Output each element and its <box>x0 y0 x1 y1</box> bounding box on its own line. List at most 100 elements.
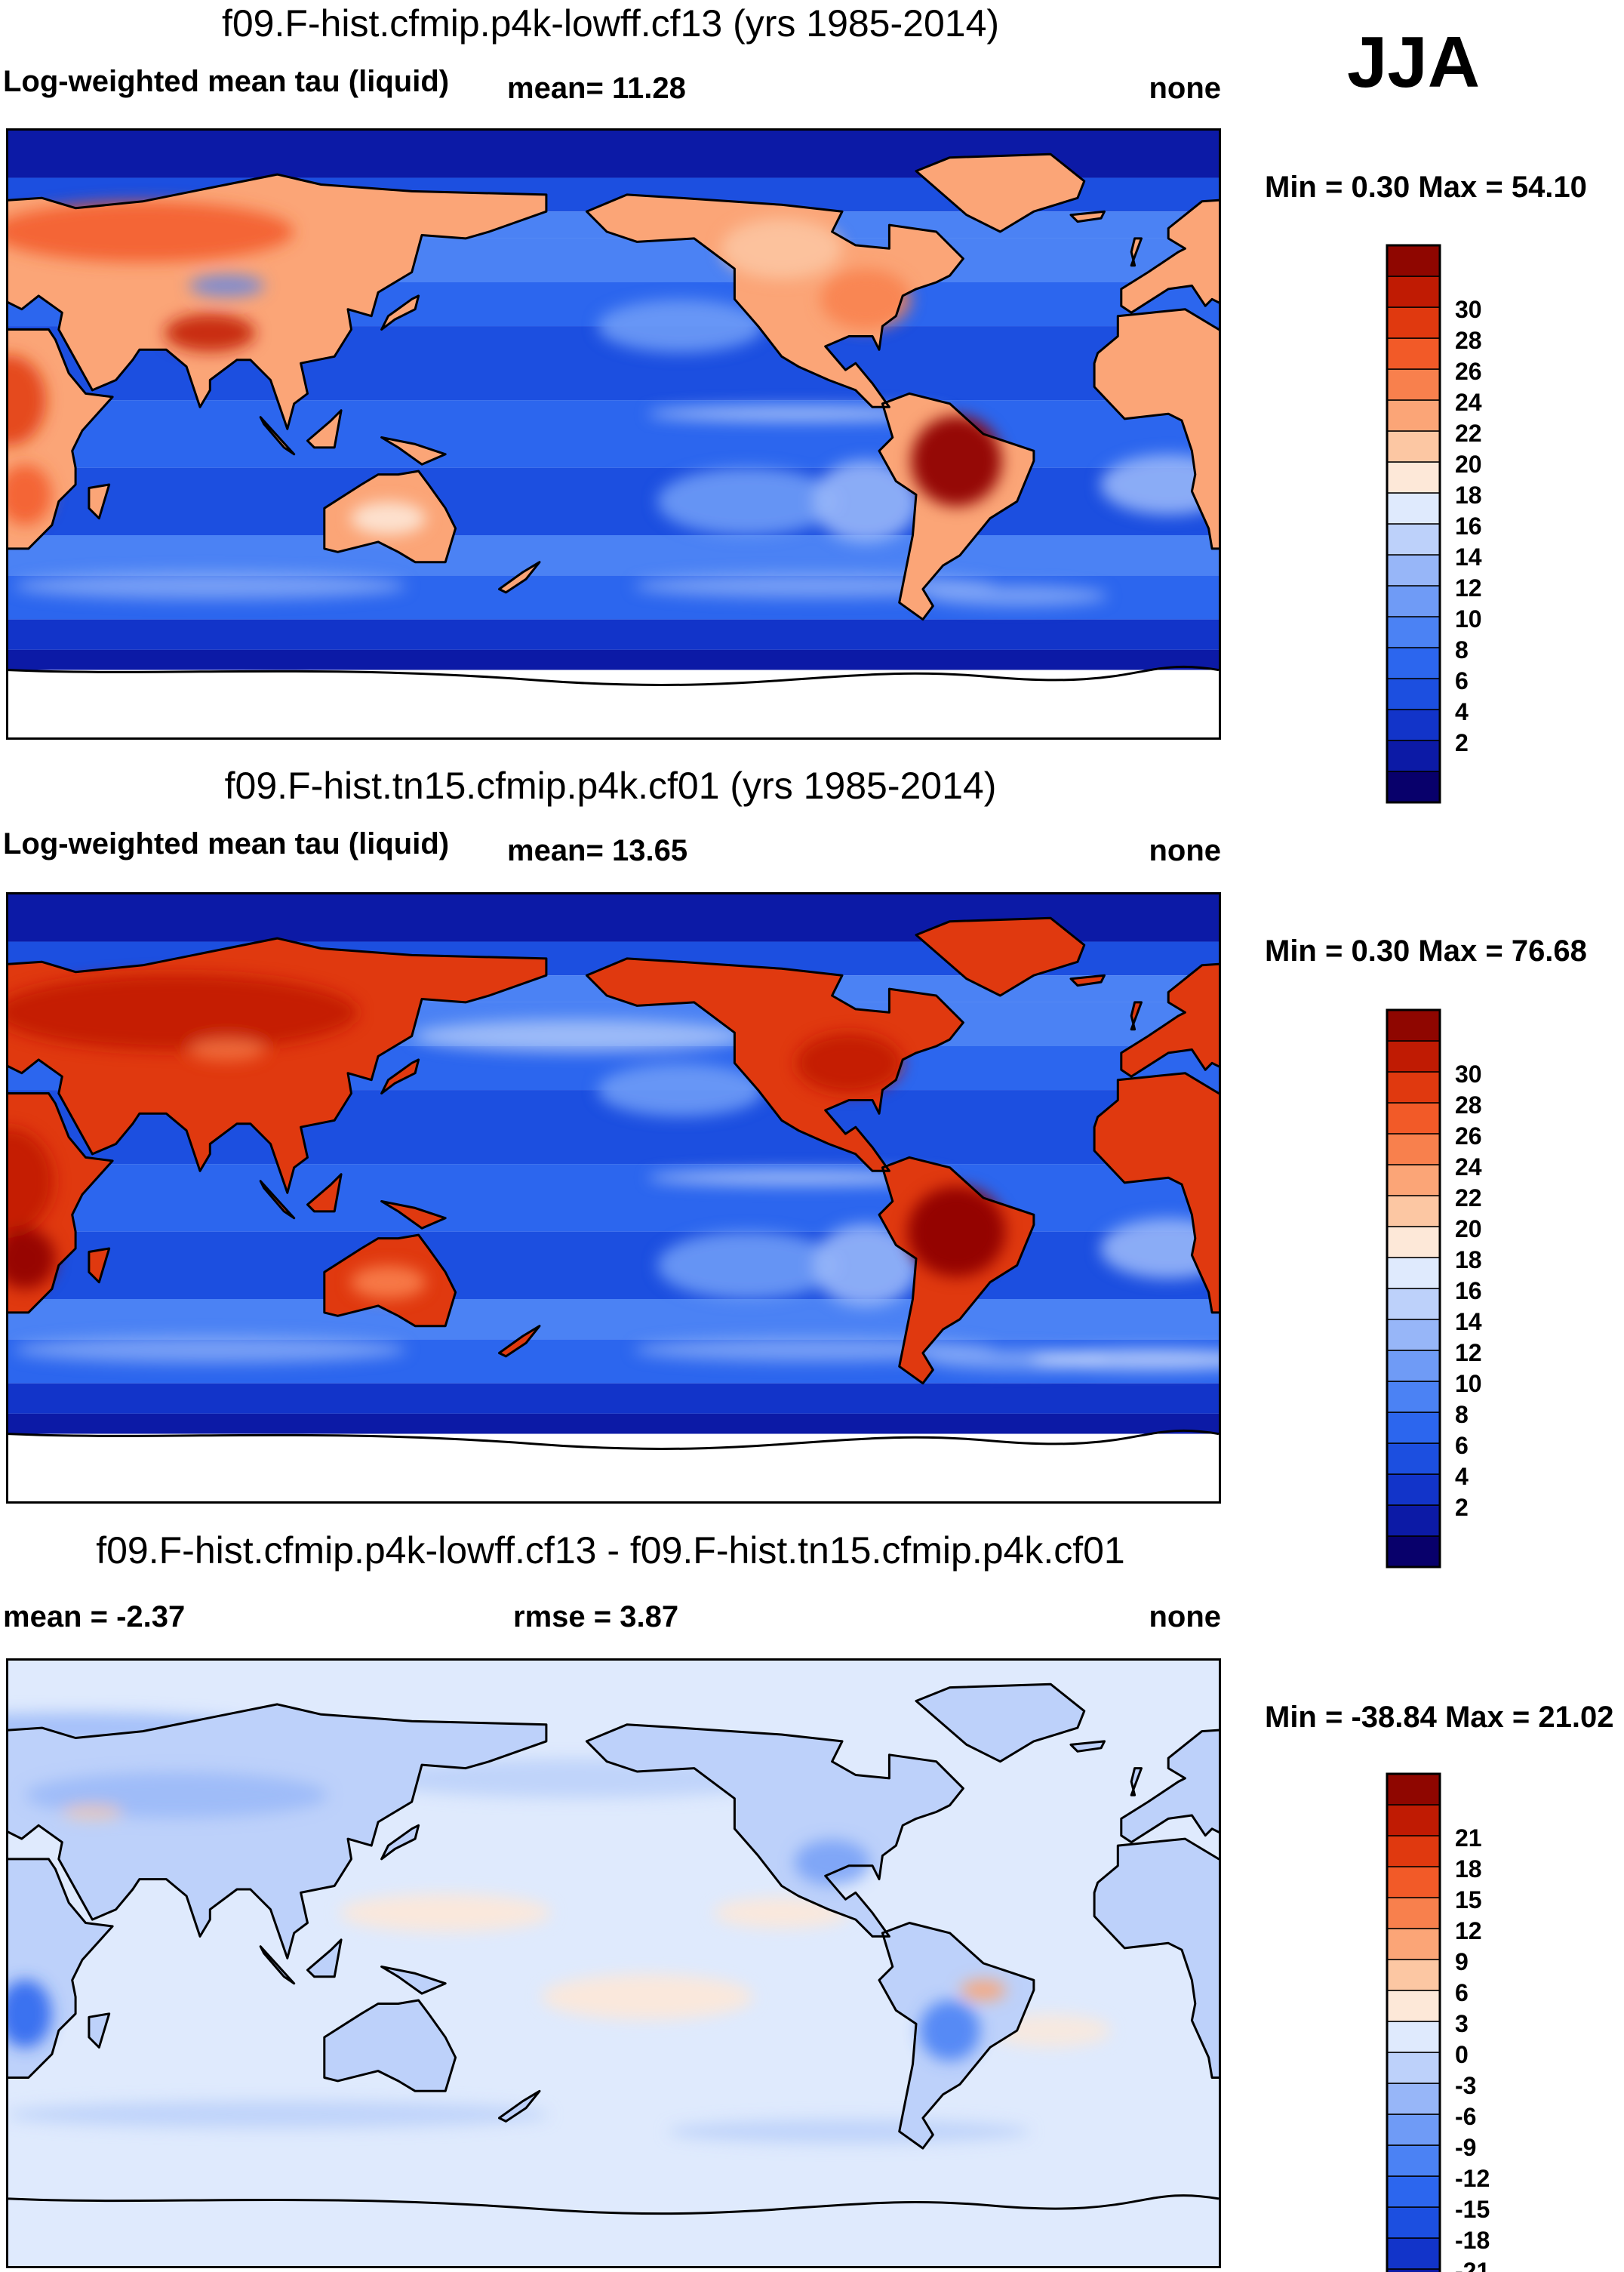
colorbar-frame <box>1386 244 1441 804</box>
colorbar-tick-label: 18 <box>1455 1246 1482 1273</box>
colorbar-swatch <box>1386 585 1441 617</box>
colorbar-swatch <box>1386 2083 1441 2115</box>
colorbar-swatch <box>1386 1102 1441 1134</box>
stratocumulus-patch <box>598 300 764 353</box>
land-patterns <box>8 1772 1007 2061</box>
colorbar-tick-label: 9 <box>1455 1948 1469 1975</box>
colorbar: 2 4 6 8 10 12 14 16 18 20 22 24 26 28 30 <box>1386 1008 1538 1569</box>
coastline <box>1130 1767 1143 1796</box>
coastline <box>8 1858 114 2079</box>
mean-label: mean= 13.65 <box>507 834 688 867</box>
colorbar-tick-label: 0 <box>1455 2041 1469 2068</box>
coastline <box>380 1200 447 1230</box>
land-field <box>586 1724 964 1937</box>
mean-label: mean = -2.37 <box>3 1600 186 1633</box>
colorbar-swatch <box>1386 2237 1441 2270</box>
coastline <box>1130 1001 1143 1031</box>
land-field <box>1121 1730 1219 1843</box>
colorbar-tick-label: 21 <box>1455 1824 1482 1852</box>
land-field <box>1094 309 1219 549</box>
coastline <box>915 916 1086 997</box>
ocean-band <box>8 535 1219 576</box>
ocean-band <box>8 467 1219 535</box>
variable-label: Log-weighted mean tau (liquid) <box>3 827 450 860</box>
land-low <box>189 274 265 297</box>
colorbar-tick-label: 12 <box>1455 1917 1482 1944</box>
colorbar-tick-label: -15 <box>1455 2196 1490 2223</box>
ocean-band <box>8 1383 1219 1414</box>
colorbar-tick-label: -18 <box>1455 2227 1490 2254</box>
colorbar-tick-label: 6 <box>1455 667 1469 694</box>
land-field <box>381 437 446 465</box>
amazon-max <box>911 415 1002 506</box>
coastline <box>88 2012 111 2049</box>
coastline <box>878 1922 1035 2150</box>
land-high <box>8 974 358 1051</box>
map-test <box>6 892 1221 1504</box>
coastline <box>380 1058 420 1094</box>
colorbar-tick-label: -9 <box>1455 2134 1476 2161</box>
colorbar-swatch <box>1386 1319 1441 1351</box>
coastline <box>1093 1072 1219 1314</box>
coastline <box>8 173 548 430</box>
colorbar-swatch <box>1386 616 1441 648</box>
colorbar-frame <box>1386 1772 1441 2272</box>
min-max-label: Min = 0.30 Max = 54.10 <box>1265 171 1587 204</box>
colorbar-swatch <box>1386 461 1441 494</box>
land-positive <box>961 1979 1007 2001</box>
colorbar-tick-label: 22 <box>1455 1184 1482 1211</box>
land-field <box>381 1059 419 1094</box>
coastline <box>259 1945 296 1985</box>
land-field <box>88 485 109 519</box>
colorbar-swatch <box>1386 2206 1441 2239</box>
colorbar: -21 -18 -15 -12 -9 -6 -3 0 3 6 9 12 15 18 21 <box>1386 1772 1538 2272</box>
storm-track <box>414 1019 746 1053</box>
land-field <box>916 1684 1084 1762</box>
land-negative <box>919 2000 980 2061</box>
colorbar-swatch <box>1386 2021 1441 2053</box>
min-max-label: Min = -38.84 Max = 21.02 <box>1265 1701 1614 1734</box>
coastline <box>323 1233 457 1328</box>
coastline <box>323 1999 457 2092</box>
land-negative <box>8 1979 52 2048</box>
colorbar-swatch <box>1386 1866 1441 1898</box>
colorbar-tick-label: 15 <box>1455 1886 1482 1913</box>
land-field <box>1094 1839 1219 2078</box>
negative-band <box>8 2101 549 2129</box>
colorbar-swatch <box>1386 554 1441 586</box>
colorbar-tick-label: -3 <box>1455 2072 1476 2099</box>
colorbar-swatch <box>1386 492 1441 525</box>
ocean-band <box>8 1299 1219 1340</box>
map-difference <box>6 1658 1221 2268</box>
colorbar-tick-label: 8 <box>1455 1401 1469 1428</box>
coastline <box>8 1703 548 1960</box>
land-patterns <box>8 202 1002 535</box>
colorbar-tick-label: 6 <box>1455 1979 1469 2006</box>
ocean-band <box>8 649 1219 670</box>
colorbar-swatch <box>1386 1835 1441 1867</box>
coastline <box>878 392 1035 621</box>
land-field <box>1071 211 1105 222</box>
land-high <box>165 314 256 352</box>
coastline <box>380 1966 447 1995</box>
colorbar-tick-label: 28 <box>1455 327 1482 354</box>
land-field <box>381 1201 446 1229</box>
colorbar-tick-label: 18 <box>1455 1855 1482 1883</box>
variable-label: Log-weighted mean tau (liquid) <box>3 65 450 98</box>
colorbar-tick-label: 12 <box>1455 1339 1482 1366</box>
map-field <box>8 131 1219 737</box>
colorbar-tick-label: -12 <box>1455 2165 1490 2192</box>
colorbar-tick-label: 10 <box>1455 1370 1482 1397</box>
colorbar-tick-label: 20 <box>1455 451 1482 478</box>
land-field <box>1121 200 1219 313</box>
coastline <box>585 1723 964 1938</box>
land-field <box>8 1704 546 1959</box>
colorbar-swatch <box>1386 2113 1441 2146</box>
colorbar-swatch <box>1386 430 1441 463</box>
colorbar-tick-label: 20 <box>1455 1215 1482 1242</box>
mean-label: mean= 11.28 <box>507 72 686 105</box>
land-patterns <box>8 974 1006 1299</box>
amazon-max <box>907 1186 1006 1277</box>
ocean-band <box>8 1164 1219 1232</box>
